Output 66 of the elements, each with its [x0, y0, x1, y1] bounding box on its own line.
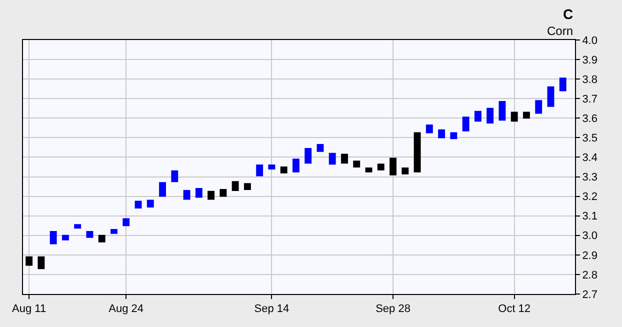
candlestick	[38, 256, 45, 270]
candlestick	[244, 183, 251, 190]
candlestick	[304, 148, 312, 164]
candlestick	[510, 112, 518, 122]
candlestick	[438, 129, 446, 138]
y-tick-label: 2.8	[582, 269, 598, 282]
candlestick	[232, 181, 239, 191]
y-tick-label: 3.8	[582, 74, 598, 86]
candlestick	[316, 144, 324, 152]
candlestick	[26, 256, 33, 266]
candlestick	[328, 152, 336, 165]
candlestick	[462, 116, 470, 132]
candlestick	[110, 229, 118, 234]
y-tick-label: 3.5	[582, 132, 598, 145]
x-tick-label: Sep 14	[254, 303, 290, 316]
candlestick	[535, 100, 542, 114]
x-tick-label: Aug 11	[12, 303, 46, 316]
candlestick	[353, 160, 360, 168]
candlestick	[122, 218, 130, 226]
candlestick	[474, 110, 482, 122]
candlestick	[390, 158, 396, 176]
chart-title: C	[563, 6, 574, 22]
y-tick-label: 4.0	[582, 34, 598, 47]
x-tick-label: Sep 28	[376, 303, 410, 316]
y-tick-label: 3.9	[582, 54, 598, 66]
y-tick-label: 3.2	[582, 191, 598, 204]
candlestick	[62, 234, 69, 240]
candlestick	[486, 108, 494, 124]
candlestick	[171, 170, 178, 182]
candlestick	[559, 78, 566, 92]
candlestick	[74, 224, 82, 229]
chart-subtitle: Corn	[547, 24, 574, 38]
candlestick	[159, 182, 166, 197]
candlestick	[341, 154, 348, 164]
y-tick-label: 3.7	[582, 93, 598, 106]
x-tick-label: Aug 24	[108, 303, 144, 316]
candlestick	[377, 164, 384, 170]
candlestick	[146, 200, 154, 208]
candlestick	[365, 167, 372, 172]
y-tick-label: 3.1	[582, 210, 598, 223]
y-tick-label: 2.9	[582, 250, 598, 262]
y-tick-label: 3.4	[582, 152, 598, 164]
candlestick	[208, 190, 215, 200]
candlestick	[523, 112, 530, 119]
candlestick	[414, 132, 421, 172]
candlestick	[98, 234, 106, 242]
y-tick-label: 2.7	[582, 288, 598, 301]
candlestick	[280, 166, 288, 174]
candlestick	[292, 158, 300, 172]
candlestick	[426, 124, 433, 134]
candlestick	[195, 188, 202, 198]
candlestick	[86, 230, 94, 238]
candlestick	[220, 188, 227, 197]
candlestick	[50, 230, 57, 244]
y-tick-label: 3.3	[582, 172, 598, 184]
candlestick	[450, 132, 458, 140]
candlestick	[547, 86, 554, 107]
y-tick-label: 3.6	[582, 113, 598, 125]
candlestick	[256, 164, 264, 176]
candlestick	[402, 167, 409, 174]
x-tick-label: Oct 12	[498, 303, 531, 316]
y-tick-label: 3.0	[582, 230, 598, 242]
candlestick	[183, 190, 190, 200]
candlestick	[498, 101, 506, 121]
candlestick	[268, 164, 276, 170]
candlestick	[134, 200, 142, 209]
